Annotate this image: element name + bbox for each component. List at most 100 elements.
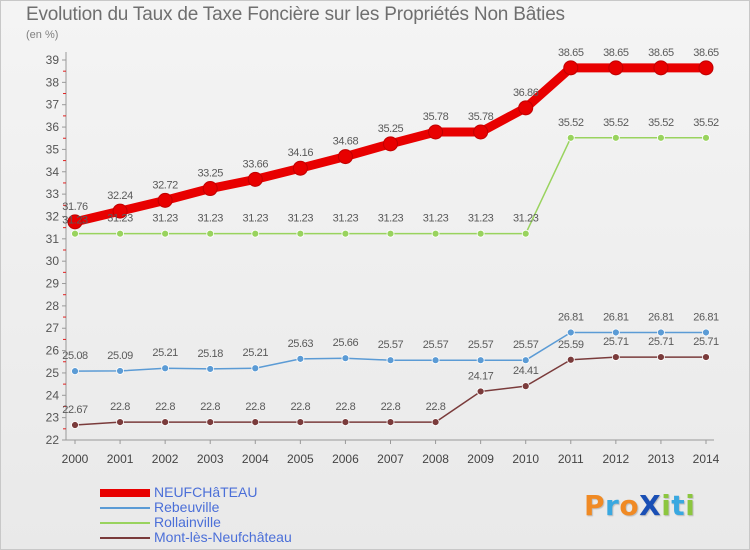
data-label: 31.23 [197,213,223,225]
data-point [202,181,218,197]
x-tick-label: 2011 [558,452,584,466]
data-point [337,149,353,165]
logo-letter: P [584,489,606,522]
data-label: 22.8 [155,401,175,413]
y-tick-label: 38 [46,75,60,89]
x-tick-label: 2004 [242,452,269,466]
data-label: 25.21 [243,347,269,359]
data-point [653,60,669,76]
data-label: 31.23 [423,213,449,225]
data-label: 25.59 [558,339,584,351]
y-tick-label: 26 [46,344,60,358]
y-tick-label: 27 [46,321,60,335]
legend-swatch-mont-les-neufchateau [100,537,150,539]
x-tick-label: 2008 [422,452,449,466]
legend-label-neufchateau: NEUFCHâTEAU [154,484,258,500]
x-tick-label: 2009 [467,452,494,466]
data-label: 35.52 [603,117,629,129]
data-label: 31.23 [62,215,88,227]
data-point [476,229,485,238]
data-point [71,229,79,238]
data-point [657,328,665,337]
data-point [473,124,489,140]
y-tick-label: 29 [46,277,60,291]
y-tick-label: 37 [46,98,60,112]
data-point [161,418,170,427]
logo-letter: t [671,489,686,522]
data-point [521,382,530,391]
data-label: 24.41 [513,365,539,377]
data-label: 31.23 [152,213,178,225]
data-point [116,229,124,238]
y-tick-label: 35 [46,142,60,156]
data-label: 33.66 [243,158,269,170]
x-tick-label: 2013 [648,452,675,466]
chart-title: Evolution du Taux de Taxe Foncière sur l… [26,4,565,25]
data-label: 31.23 [468,213,494,225]
data-point [206,229,215,238]
data-label: 33.25 [197,168,223,180]
data-label: 22.8 [110,401,130,413]
data-point [251,364,260,373]
logo-letter: X [639,489,662,522]
x-tick-label: 2014 [693,452,720,466]
legend-label-rollainville: Rollainville [154,514,221,530]
data-label: 32.24 [107,190,133,202]
data-point [566,133,575,142]
data-point [476,387,485,396]
data-label: 25.57 [423,339,449,351]
y-unit-label: (en %) [26,29,59,41]
data-point [611,133,620,142]
legend-swatch-neufchateau [100,489,150,497]
y-tick-label: 39 [46,53,60,67]
logo-letter: o [619,489,640,522]
data-point [251,229,260,238]
data-point [71,421,79,429]
data-point [112,203,128,219]
data-label: 25.57 [513,339,539,351]
data-label: 34.16 [288,147,314,159]
data-point [428,124,444,140]
data-point [521,356,530,365]
y-tick-label: 23 [46,411,60,425]
proxiti-logo: ProXiti [584,489,695,522]
data-label: 26.81 [558,311,584,323]
data-point [566,355,575,364]
data-point [518,100,534,116]
data-point [341,418,350,427]
data-label: 32.72 [152,179,178,191]
data-point [206,365,215,373]
y-tick-label: 34 [46,165,60,179]
data-label: 31.23 [243,213,269,225]
data-label: 31.23 [513,213,539,225]
data-point [161,364,170,373]
data-point [296,354,305,363]
y-tick-label: 33 [46,187,60,201]
data-label: 25.08 [62,350,88,362]
legend-label-mont-les-neufchateau: Mont-lès-Neufchâteau [154,529,292,545]
data-point [161,229,170,238]
data-label: 35.52 [558,117,584,129]
data-point [702,353,710,361]
data-label: 26.81 [603,311,629,323]
legend-label-rebeuville: Rebeuville [154,499,220,515]
data-label: 22.67 [62,404,88,416]
data-label: 25.71 [693,336,719,348]
data-label: 22.8 [426,401,446,413]
y-tick-label: 31 [46,232,60,246]
y-tick-label: 22 [46,433,60,447]
data-point [702,133,710,142]
legend-swatch-rebeuville [100,507,150,509]
data-point [608,60,624,76]
data-point [611,353,620,361]
data-label: 35.78 [423,111,449,123]
data-point [296,418,305,427]
x-tick-label: 2002 [152,452,179,466]
data-label: 22.8 [290,401,310,413]
data-label: 25.57 [378,339,404,351]
data-label: 31.23 [333,213,359,225]
y-tick-label: 28 [46,299,60,313]
data-label: 35.78 [468,111,494,123]
data-label: 25.57 [468,339,494,351]
data-point [341,229,350,238]
